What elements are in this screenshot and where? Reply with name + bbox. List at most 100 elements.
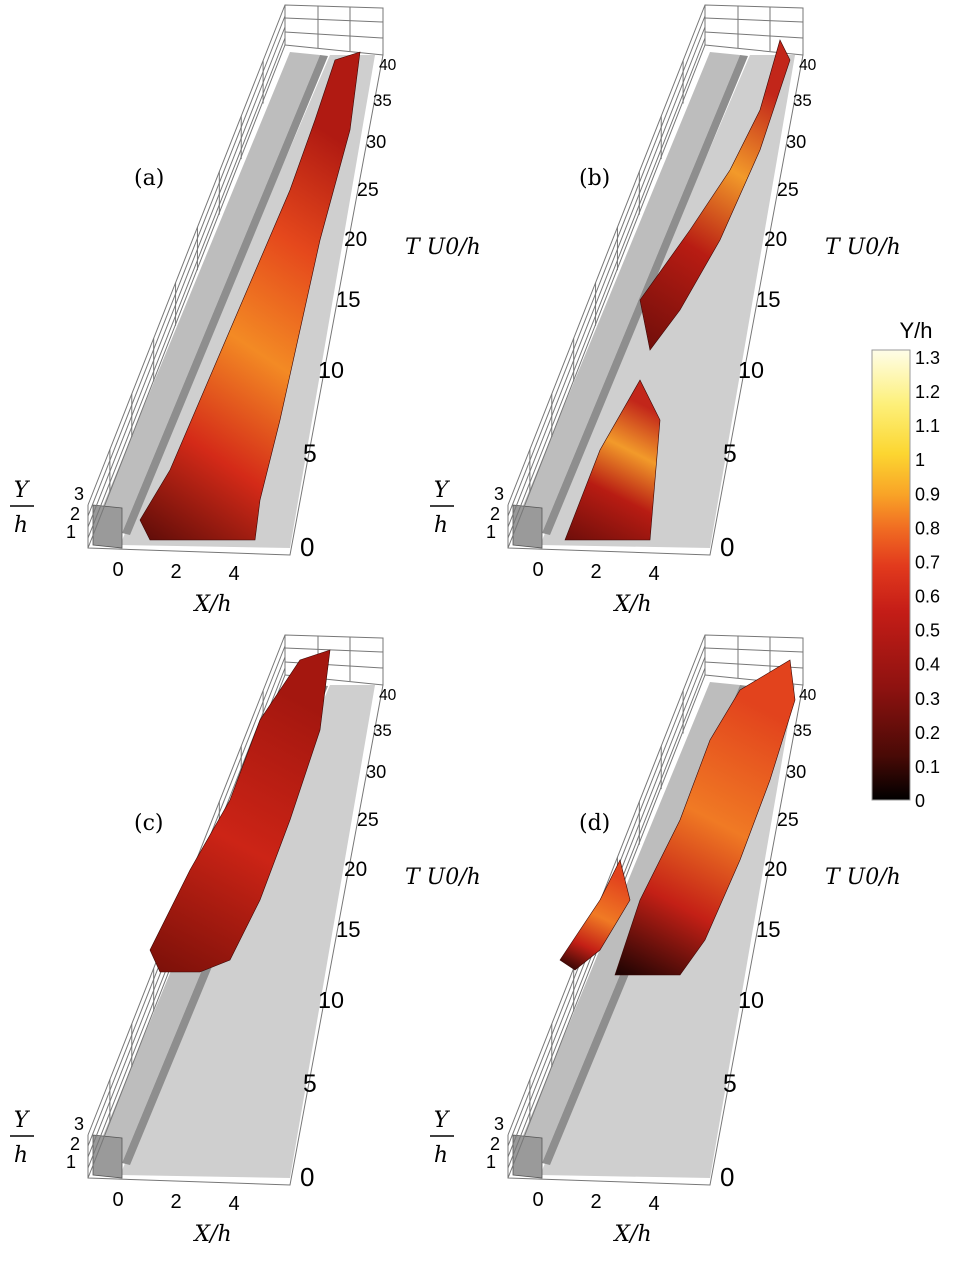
tick-label-x: 2 [170,561,181,583]
colorbar-tick-label: 0.6 [915,587,940,607]
tick-label-t: 30 [366,132,386,152]
tick-label-t: 15 [756,917,781,942]
axis-label-t: T U0/h [405,865,481,890]
isosurface [559,859,631,971]
colorbar: Y/h 1.3 1.2 1.1 1 0.9 0.8 0.7 0.6 0.5 0.4 0.3 0.2 0.… [871,318,940,811]
isosurface [149,649,331,973]
tick-label-y: 3 [74,484,84,504]
step-top [513,682,740,1163]
axis-label-x: X/h [192,1222,231,1247]
tick-label-t: 40 [799,57,817,74]
tick-label-t: 35 [373,721,392,740]
step-end [512,1134,543,1179]
tick-label-t: 20 [764,228,787,251]
panel-label: (d) [579,811,610,836]
step-end [92,1134,123,1179]
colorbar-tick-label: 0.9 [915,484,940,504]
colorbar-tick-label: 0.1 [915,757,940,777]
tick-label-t: 10 [738,357,764,383]
tick-label-x: 4 [648,563,659,585]
tick-label-y: 1 [66,1152,76,1172]
tick-label-y: 3 [74,1114,84,1134]
tick-label-t: 40 [799,687,817,704]
tick-label-t: 20 [344,228,367,251]
tick-label-t: 15 [336,917,361,942]
tick-label-t: 10 [738,987,764,1013]
tick-label-x: 2 [170,1191,181,1213]
axis-label-t: T U0/h [825,235,901,260]
colorbar-tick-label: 1 [915,450,925,470]
tick-label-y: 2 [490,1134,500,1154]
axis-label-y-num: Y [14,1108,31,1133]
tick-label-y: 2 [490,504,500,524]
isosurface [614,659,796,976]
colorbar-tick-label: 0.3 [915,689,940,709]
colorbar-title: Y/h [899,318,932,343]
tick-label-x: 0 [532,559,543,581]
colorbar-tick-label: 1.1 [915,416,940,436]
bounding-box [507,4,804,556]
tick-label-t: 0 [300,1162,314,1192]
colorbar-tick-label: 1.2 [915,382,940,402]
colorbar-tick-label: 0 [915,791,925,811]
floor-plane [120,685,375,1178]
colorbar-tick-label: 1.3 [915,348,940,368]
tick-label-t: 10 [318,357,344,383]
tick-label-t: 30 [786,762,806,782]
isosurface [639,39,791,351]
tick-label-t: 15 [336,287,361,312]
step-top [513,52,740,533]
axis-label-y-num: Y [434,1108,451,1133]
tick-label-t: 40 [379,57,397,74]
bounding-box [87,4,384,556]
tick-label-t: 25 [357,809,379,831]
tick-label-y: 3 [494,1114,504,1134]
tick-label-t: 5 [723,1071,737,1098]
tick-label-t: 30 [786,132,806,152]
tick-label-t: 20 [344,858,367,881]
step-face [122,55,328,535]
tick-label-t: 20 [764,858,787,881]
panel-label: (a) [134,166,164,191]
tick-label-t: 25 [357,179,379,201]
tick-label-y: 2 [70,504,80,524]
axis-label-x: X/h [612,1222,651,1247]
colorbar-tick-label: 0.7 [915,552,940,572]
isosurface [564,379,661,541]
tick-label-t: 0 [720,1162,734,1192]
colorbar-tick-label: 0.4 [915,655,940,675]
tick-label-y: 1 [486,1152,496,1172]
tick-label-t: 15 [756,287,781,312]
tick-label-t: 25 [777,809,799,831]
tick-label-t: 40 [379,687,397,704]
axis-label-x: X/h [612,592,651,617]
tick-label-t: 30 [366,762,386,782]
axis-label-y-den: h [14,1143,28,1168]
colorbar-gradient [871,349,911,801]
tick-label-x: 4 [228,1193,239,1215]
axis-label-y-num: Y [434,478,451,503]
tick-label-y: 1 [66,522,76,542]
tick-label-y: 1 [486,522,496,542]
tick-label-t: 5 [303,1071,317,1098]
axis-label-x: X/h [192,592,231,617]
tick-label-t: 35 [793,721,812,740]
colorbar-tick-label: 0.2 [915,723,940,743]
tick-label-x: 0 [532,1189,543,1211]
axis-label-t: T U0/h [825,865,901,890]
tick-label-x: 0 [112,559,123,581]
axis-label-y-den: h [434,513,448,538]
step-end [92,504,123,549]
colorbar-tick-label: 0.8 [915,518,940,538]
isosurface [139,51,361,541]
tick-label-t: 35 [373,91,392,110]
tick-label-t: 25 [777,179,799,201]
tick-label-t: 5 [303,441,317,468]
step-top [93,52,320,533]
